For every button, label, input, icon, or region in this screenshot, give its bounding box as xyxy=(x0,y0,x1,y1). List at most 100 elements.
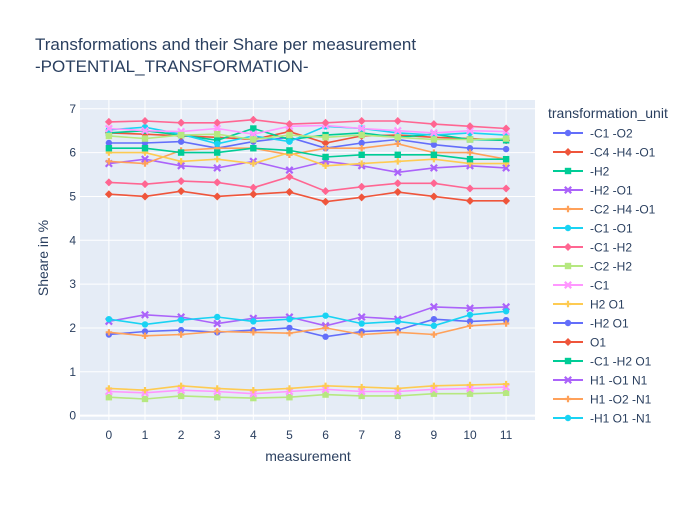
series-line xyxy=(108,386,507,395)
legend-item[interactable]: -C2 -H2 xyxy=(553,260,632,274)
data-point xyxy=(105,145,113,152)
data-point xyxy=(141,180,149,189)
legend-item[interactable]: -C1 xyxy=(553,279,610,293)
series-line xyxy=(108,118,507,130)
data-point xyxy=(286,315,293,323)
data-point xyxy=(502,145,510,153)
data-point xyxy=(466,196,474,205)
legend-marker xyxy=(564,243,572,251)
legend-item[interactable]: -H2 -O1 xyxy=(553,184,633,198)
legend-item[interactable]: -C1 -O2 xyxy=(553,127,633,141)
data-point xyxy=(429,385,438,394)
legend-item[interactable]: -C1 -H2 O1 xyxy=(553,355,652,369)
data-point xyxy=(429,192,438,201)
legend-item[interactable]: -C1 -O1 xyxy=(553,222,633,236)
legend-item[interactable]: -H2 xyxy=(553,165,610,179)
data-point xyxy=(249,190,258,199)
legend-label: -C1 -O1 xyxy=(590,222,633,236)
data-point xyxy=(177,158,185,165)
data-point xyxy=(177,131,185,139)
legend-item[interactable]: -H1 O1 -N1 xyxy=(553,412,652,426)
series-line xyxy=(108,318,507,338)
legend-label: -C1 -H2 O1 xyxy=(590,355,652,369)
y-tick-label: 4 xyxy=(69,233,76,247)
legend-marker xyxy=(564,414,572,422)
data-point xyxy=(177,161,186,170)
legend-item[interactable]: H1 -O2 -N1 xyxy=(553,393,652,407)
legend-item[interactable]: -C4 -H4 -O1 xyxy=(553,146,656,160)
data-point xyxy=(105,158,113,165)
legend-item[interactable]: -C1 -H2 xyxy=(553,241,632,255)
y-axis-label: Sheare in % xyxy=(35,220,51,296)
series-6 xyxy=(104,172,511,196)
y-axis-ticks: 0 1 2 3 4 5 6 7 xyxy=(69,102,76,423)
data-point xyxy=(429,128,438,137)
data-point xyxy=(321,197,330,206)
data-point xyxy=(214,149,221,156)
data-point xyxy=(285,188,294,197)
legend-marker xyxy=(564,129,572,137)
data-point xyxy=(466,184,474,193)
data-point xyxy=(322,391,329,398)
legend-marker xyxy=(564,357,572,365)
data-point xyxy=(177,118,186,127)
legend-item[interactable]: -H2 O1 xyxy=(553,317,629,331)
data-point xyxy=(250,394,257,402)
data-point xyxy=(177,326,185,334)
legend-label: -H2 O1 xyxy=(590,317,629,331)
legend-label: -C4 -H4 -O1 xyxy=(590,146,656,160)
series-12 xyxy=(105,145,510,163)
data-point xyxy=(357,313,366,321)
data-point xyxy=(213,192,222,201)
data-point xyxy=(249,183,258,192)
data-point xyxy=(466,381,474,389)
y-tick-label: 1 xyxy=(69,365,76,379)
data-point xyxy=(357,124,366,133)
data-point xyxy=(141,321,149,328)
chart-title-line2: -POTENTIAL_TRANSFORMATION- xyxy=(35,57,309,76)
data-point xyxy=(286,394,293,401)
data-point xyxy=(393,117,402,126)
y-tick-label: 0 xyxy=(69,409,76,423)
data-point xyxy=(286,147,293,154)
legend-label: -H2 xyxy=(590,165,610,179)
legend[interactable]: -C1 -O2 -C4 -H4 -O1 -H2 -H2 -O1 -C2 -H4 -O1 -… xyxy=(553,127,656,426)
legend-label: -C2 -H2 xyxy=(590,260,632,274)
data-point xyxy=(141,332,149,340)
x-tick-label: 11 xyxy=(500,428,513,442)
data-point xyxy=(357,182,366,191)
data-point xyxy=(177,386,186,395)
data-point xyxy=(214,385,221,392)
data-point xyxy=(430,382,438,390)
legend-marker xyxy=(564,338,572,346)
legend-title: transformation_unit xyxy=(548,105,668,121)
x-tick-label: 2 xyxy=(178,428,185,442)
series-7 xyxy=(105,389,510,403)
data-point xyxy=(177,331,185,338)
data-point xyxy=(285,172,294,181)
data-point xyxy=(394,329,401,336)
series-line xyxy=(108,158,507,174)
data-point xyxy=(177,149,185,156)
legend-label: -C1 -O2 xyxy=(590,127,633,141)
data-point xyxy=(429,120,438,129)
data-point xyxy=(358,151,365,158)
data-point xyxy=(502,380,510,388)
legend-item[interactable]: O1 xyxy=(553,336,606,350)
legend-label: H2 O1 xyxy=(590,298,625,312)
legend-label: O1 xyxy=(590,336,606,350)
legend-item[interactable]: -C2 -H4 -O1 xyxy=(553,203,656,217)
data-point xyxy=(430,141,438,148)
data-point xyxy=(358,139,365,147)
data-point xyxy=(502,163,511,172)
legend-item[interactable]: H1 -O1 N1 xyxy=(553,374,648,388)
data-point xyxy=(286,138,293,145)
data-point xyxy=(393,168,402,177)
data-point xyxy=(141,117,149,126)
series-11 xyxy=(104,187,511,206)
data-point xyxy=(286,385,293,392)
data-point xyxy=(321,138,330,147)
legend-item[interactable]: H2 O1 xyxy=(553,298,625,312)
data-point xyxy=(429,302,438,311)
